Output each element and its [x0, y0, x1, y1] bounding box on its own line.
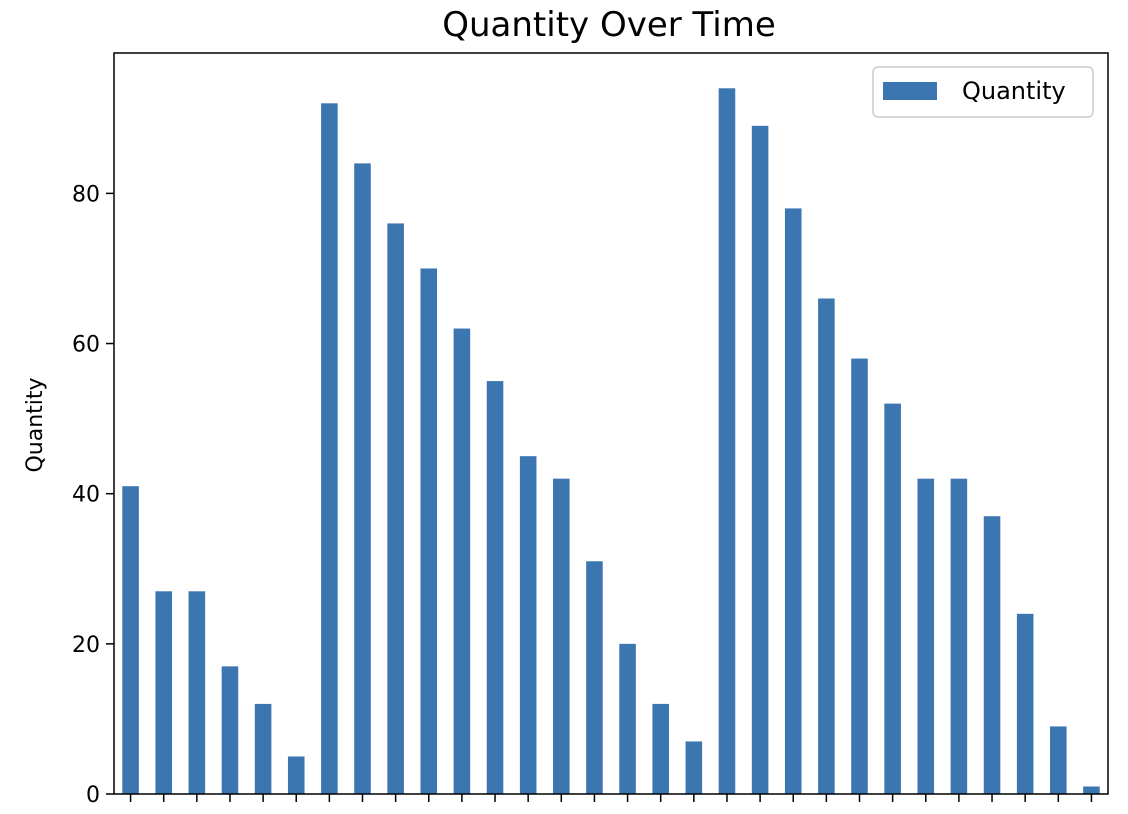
bar — [586, 561, 603, 794]
bar — [221, 666, 239, 794]
bar — [387, 223, 404, 794]
legend-swatch — [883, 82, 937, 100]
y-axis-ticks: 0 20 40 60 80 — [72, 182, 114, 808]
y-tick-label: 20 — [72, 633, 100, 658]
bar — [188, 591, 206, 794]
y-axis-label: Quantity — [23, 377, 48, 472]
bar — [486, 381, 504, 794]
y-tick-label: 60 — [72, 333, 100, 358]
bar — [254, 703, 272, 794]
bar — [685, 741, 703, 794]
bar — [1050, 726, 1067, 794]
bar — [983, 516, 1001, 794]
legend-label: Quantity — [962, 77, 1066, 105]
bar — [519, 456, 537, 794]
bar — [354, 163, 371, 795]
bar — [155, 591, 172, 794]
bar — [884, 403, 901, 794]
y-tick-label: 0 — [86, 783, 100, 808]
bar — [950, 478, 968, 794]
bar — [287, 756, 305, 794]
bar — [751, 125, 769, 794]
bar — [553, 478, 570, 794]
legend-box — [872, 66, 1094, 118]
bar — [851, 358, 868, 794]
bar — [718, 88, 736, 795]
plot-frame — [113, 52, 1109, 795]
bar — [420, 268, 438, 794]
bar — [453, 328, 471, 794]
bar — [321, 103, 338, 795]
bar — [1083, 786, 1100, 794]
bar — [122, 486, 139, 794]
legend: Quantity — [872, 66, 1094, 118]
y-tick-label: 80 — [72, 182, 100, 207]
bar — [784, 208, 802, 794]
x-axis-ticks — [129, 794, 1093, 802]
chart-title: Quantity Over Time — [442, 5, 776, 45]
bar — [917, 478, 935, 794]
bar — [652, 703, 669, 794]
bar — [818, 298, 835, 794]
bars-group — [122, 88, 1100, 795]
bar — [1016, 613, 1034, 794]
y-tick-label: 40 — [72, 483, 100, 508]
bar — [619, 643, 636, 794]
